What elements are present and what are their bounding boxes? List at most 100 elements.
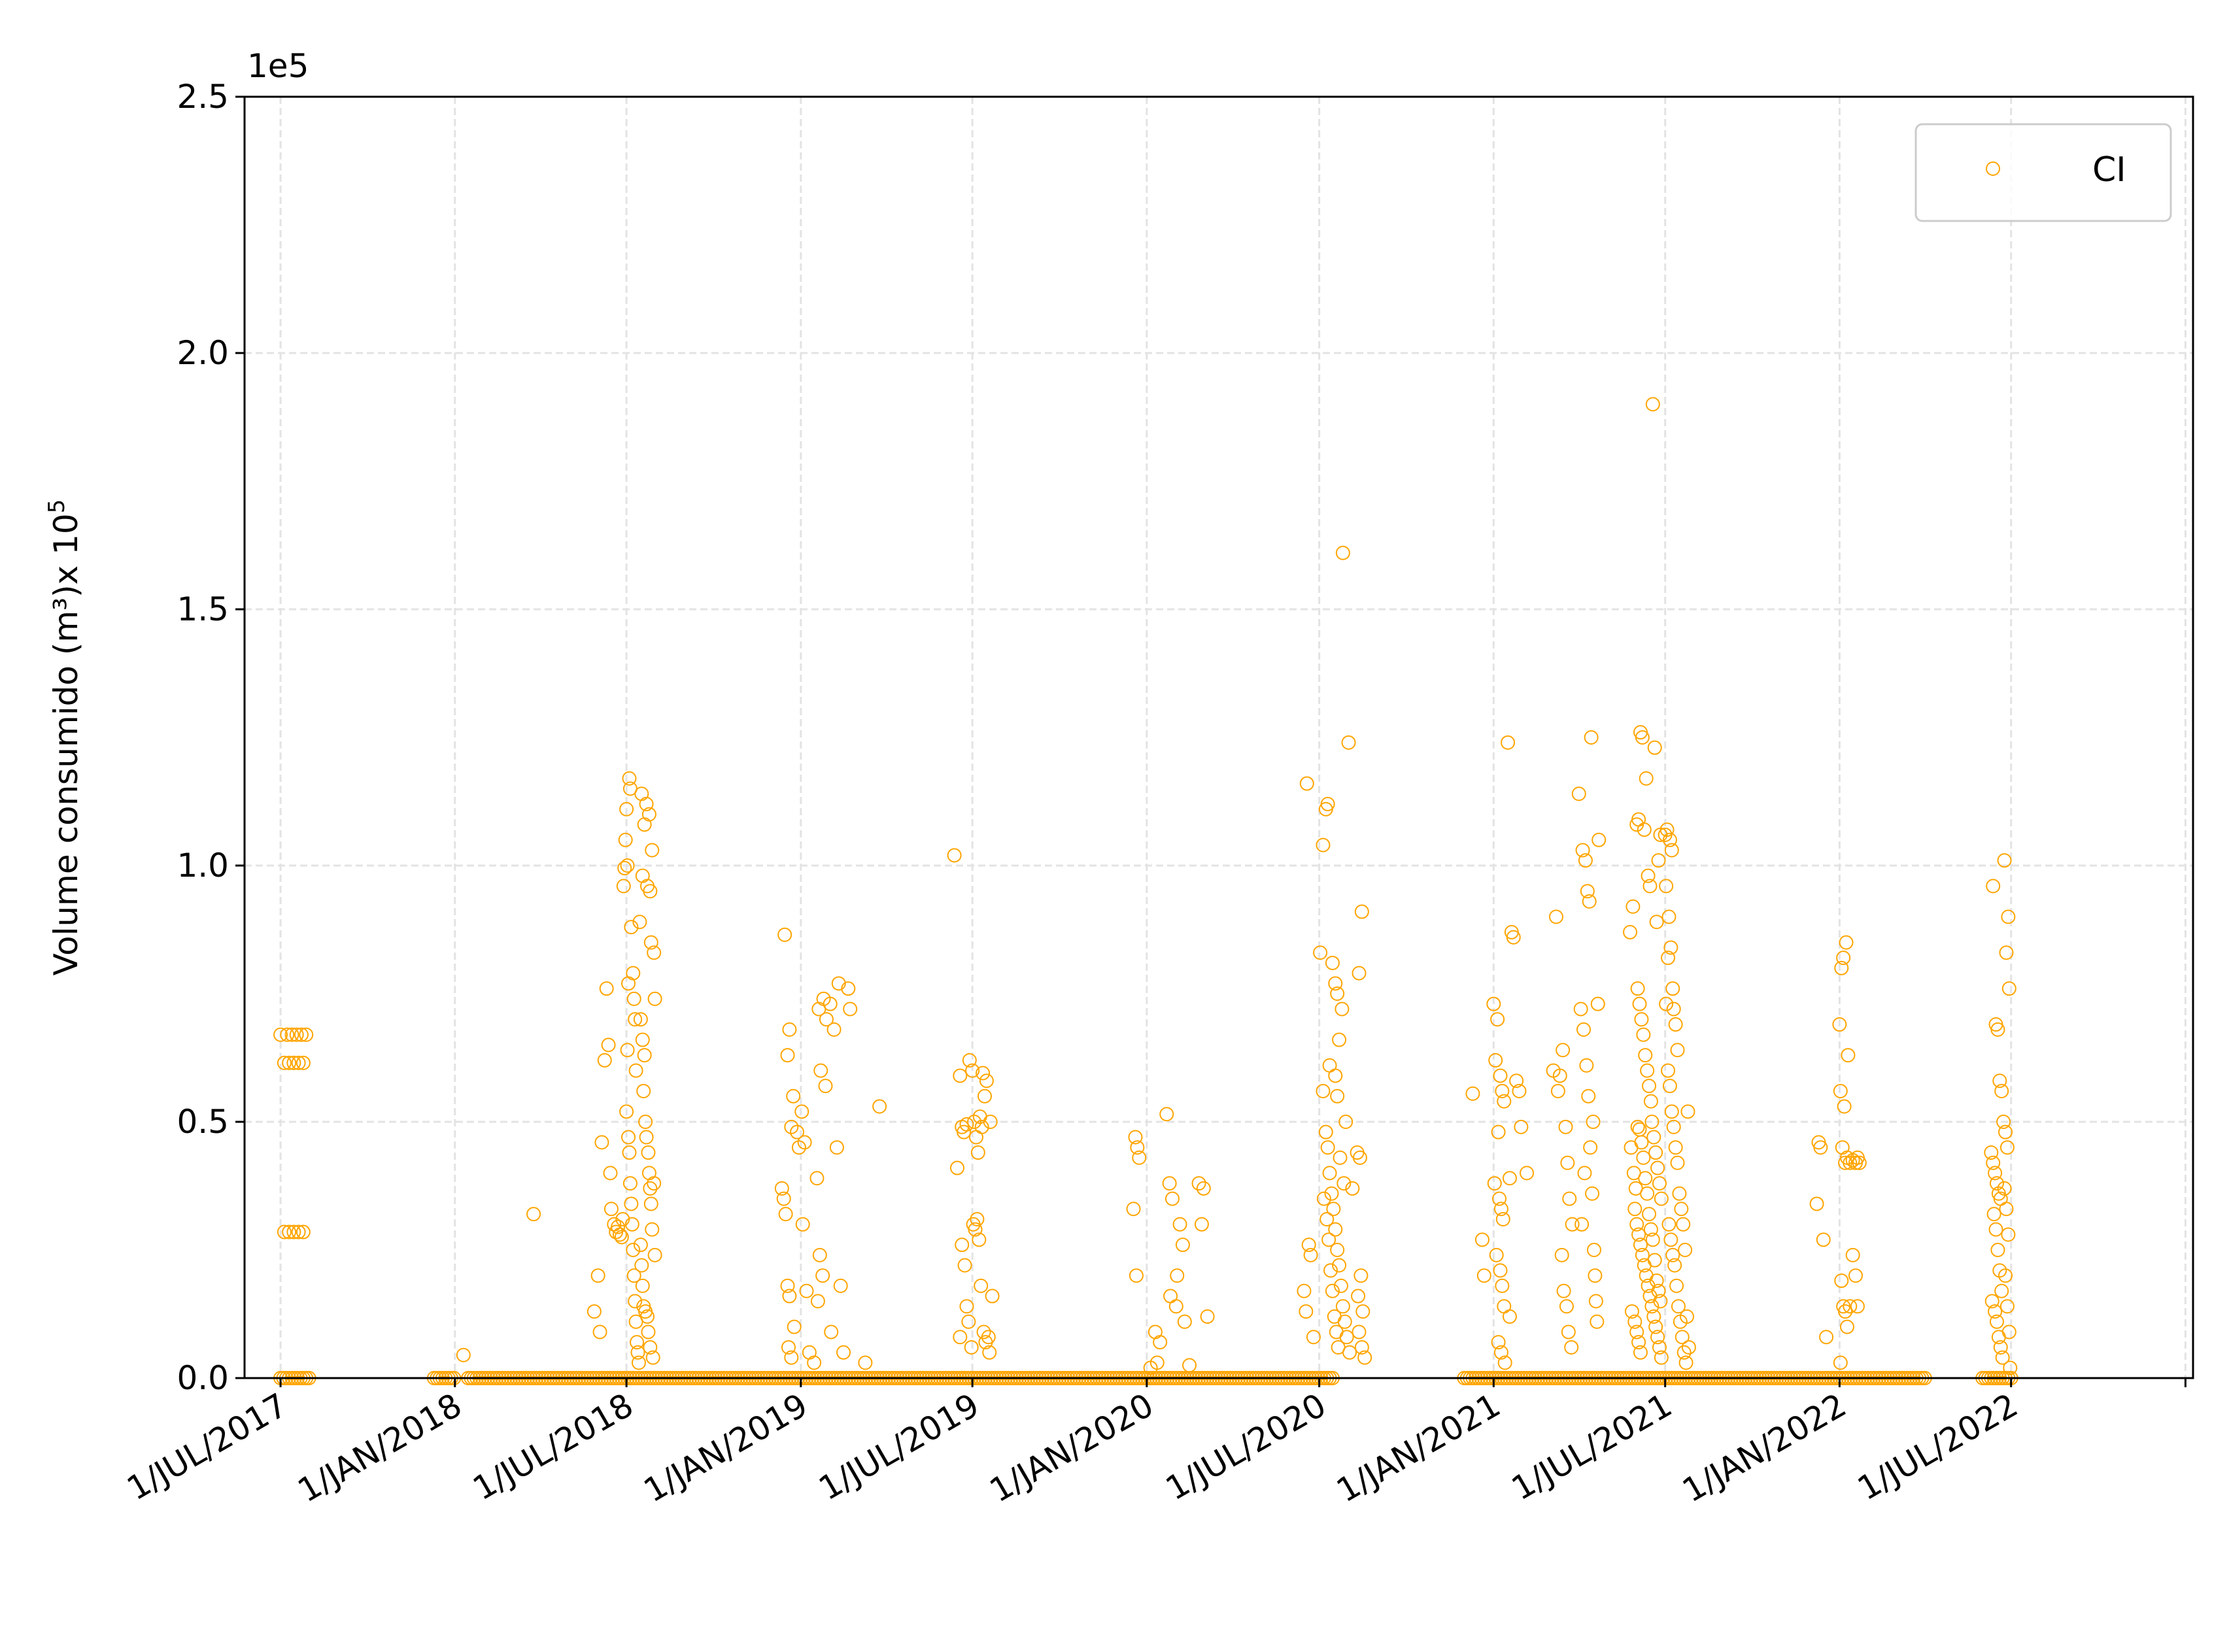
data-point xyxy=(791,1140,806,1155)
data-point xyxy=(1674,1202,1689,1217)
data-point xyxy=(636,1083,651,1098)
data-point xyxy=(1639,771,1654,786)
data-point xyxy=(972,1232,987,1247)
y-axis-label-main: Volume consumido (m³)x 10 xyxy=(47,513,85,975)
data-point xyxy=(1678,1355,1693,1370)
data-point xyxy=(1836,951,1851,966)
data-point xyxy=(1520,1166,1535,1181)
data-point xyxy=(1325,955,1340,970)
data-point xyxy=(633,1238,648,1253)
data-point xyxy=(456,1347,471,1362)
data-point xyxy=(1318,1124,1333,1139)
data-point xyxy=(620,1043,635,1058)
data-point xyxy=(611,1219,626,1234)
data-point xyxy=(1833,1083,1848,1098)
data-point xyxy=(1352,1150,1367,1165)
data-point xyxy=(782,1289,797,1304)
data-point xyxy=(1493,1345,1508,1360)
data-point xyxy=(1832,1017,1847,1032)
data-point xyxy=(1562,1191,1577,1206)
data-point xyxy=(843,1002,858,1017)
data-point xyxy=(1357,1350,1372,1365)
data-point xyxy=(810,1294,825,1309)
data-point xyxy=(1330,1243,1345,1257)
data-point xyxy=(277,1055,292,1070)
data-point xyxy=(1993,1340,2008,1355)
data-point xyxy=(974,1119,989,1134)
data-point xyxy=(1632,996,1647,1011)
data-point xyxy=(1629,1324,1644,1340)
grid-lines xyxy=(245,97,2193,1378)
data-point xyxy=(1493,1068,1508,1083)
data-point xyxy=(1591,832,1607,847)
data-point xyxy=(1841,1048,1856,1063)
data-point xyxy=(836,1345,851,1360)
data-point xyxy=(1170,1268,1185,1283)
data-point xyxy=(1495,1211,1510,1226)
data-point xyxy=(799,1283,814,1298)
data-point xyxy=(587,1304,602,1319)
data-point xyxy=(1191,1176,1206,1191)
data-point xyxy=(1502,1309,1517,1324)
data-point xyxy=(967,1115,982,1129)
data-point xyxy=(1634,1012,1649,1027)
data-point xyxy=(1172,1217,1187,1232)
y-tick-label: 1.5 xyxy=(177,590,229,628)
data-point xyxy=(1582,894,1597,909)
data-point xyxy=(1988,1166,2003,1181)
data-point xyxy=(638,1115,653,1129)
data-point xyxy=(1579,1058,1594,1073)
data-point xyxy=(624,1217,639,1232)
data-point xyxy=(1999,1299,2015,1314)
data-point xyxy=(815,1268,830,1283)
data-point xyxy=(1650,1160,1665,1175)
data-point xyxy=(797,1135,812,1150)
data-point xyxy=(1642,879,1658,894)
data-point xyxy=(1986,1155,2001,1170)
data-point xyxy=(1839,935,1854,950)
data-point xyxy=(1998,1124,2013,1139)
data-point xyxy=(1640,1063,1655,1078)
data-point xyxy=(626,1243,641,1257)
data-point xyxy=(282,1055,297,1070)
y-tick-label: 1.0 xyxy=(177,847,229,885)
data-point xyxy=(1320,796,1335,811)
data-point xyxy=(1839,1319,1854,1334)
data-point xyxy=(294,1027,309,1042)
data-point xyxy=(961,1314,976,1329)
data-point xyxy=(1647,740,1662,755)
data-point xyxy=(1328,1222,1343,1237)
legend-label: CI xyxy=(2092,150,2126,190)
data-point xyxy=(286,1224,301,1239)
data-point xyxy=(1630,1119,1645,1134)
data-point xyxy=(639,1130,654,1145)
data-point xyxy=(1168,1299,1183,1314)
y-tick-label: 2.0 xyxy=(177,334,229,372)
data-point xyxy=(1352,966,1367,981)
data-point xyxy=(1640,1186,1655,1201)
data-point xyxy=(1813,1140,1828,1155)
data-point xyxy=(1143,1360,1158,1375)
data-point xyxy=(1578,853,1593,868)
data-point xyxy=(786,1088,801,1104)
data-point xyxy=(632,915,647,930)
data-point xyxy=(1667,1258,1682,1273)
data-point xyxy=(1999,1202,2014,1217)
data-point xyxy=(641,807,656,822)
data-point xyxy=(1306,1330,1321,1345)
data-point xyxy=(1354,1340,1369,1355)
data-point xyxy=(784,1119,799,1134)
data-point xyxy=(1491,1124,1506,1139)
data-point xyxy=(964,1340,979,1355)
data-point xyxy=(1488,1053,1503,1068)
data-point xyxy=(1501,735,1516,750)
data-point xyxy=(957,1258,972,1273)
data-point xyxy=(977,1088,992,1104)
data-point xyxy=(1177,1314,1192,1329)
data-point xyxy=(955,1238,970,1253)
data-point xyxy=(592,1324,607,1340)
data-point xyxy=(1493,1263,1508,1278)
data-point xyxy=(1681,1340,1696,1355)
data-point xyxy=(1659,879,1674,894)
data-point xyxy=(1663,1232,1678,1247)
